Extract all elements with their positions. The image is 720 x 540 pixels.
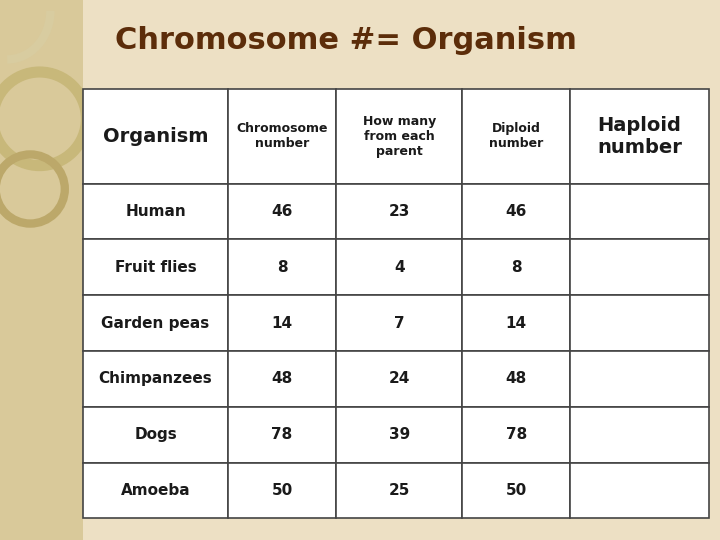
Bar (228, 239, 336, 295)
Bar (462, 184, 570, 239)
Bar (83, 407, 228, 463)
Bar (83, 295, 228, 351)
Bar (228, 295, 336, 351)
Text: How many
from each
parent: How many from each parent (363, 115, 436, 158)
Bar (462, 89, 570, 184)
Text: 25: 25 (389, 483, 410, 498)
Text: 24: 24 (389, 372, 410, 387)
Bar (336, 295, 462, 351)
Bar (336, 239, 462, 295)
Bar (83, 239, 228, 295)
Text: 48: 48 (505, 372, 527, 387)
Bar (462, 239, 570, 295)
Text: 4: 4 (394, 260, 405, 275)
Bar (462, 463, 570, 518)
Text: Garden peas: Garden peas (102, 315, 210, 330)
Bar (336, 89, 462, 184)
Text: Haploid
number: Haploid number (597, 116, 682, 157)
Text: 14: 14 (505, 315, 527, 330)
Text: 46: 46 (505, 204, 527, 219)
Text: 8: 8 (276, 260, 287, 275)
Text: 78: 78 (505, 427, 527, 442)
Text: 50: 50 (505, 483, 527, 498)
Bar (336, 407, 462, 463)
Bar (83, 351, 228, 407)
Bar (570, 184, 709, 239)
Text: 48: 48 (271, 372, 293, 387)
Text: Chromosome
number: Chromosome number (236, 123, 328, 150)
Text: Diploid
number: Diploid number (489, 123, 544, 150)
Bar (228, 407, 336, 463)
Bar (336, 351, 462, 407)
Text: Dogs: Dogs (134, 427, 177, 442)
Text: 8: 8 (511, 260, 521, 275)
Text: Chimpanzees: Chimpanzees (99, 372, 212, 387)
Text: Amoeba: Amoeba (121, 483, 190, 498)
Bar (83, 463, 228, 518)
Bar (462, 351, 570, 407)
Bar (570, 351, 709, 407)
Bar (228, 463, 336, 518)
Bar (570, 89, 709, 184)
Text: Human: Human (125, 204, 186, 219)
Text: Organism: Organism (103, 127, 208, 146)
Bar (83, 184, 228, 239)
Bar (0, 0, 83, 540)
Text: 50: 50 (271, 483, 293, 498)
Bar (570, 295, 709, 351)
Text: 14: 14 (271, 315, 292, 330)
Text: Chromosome #= Organism: Chromosome #= Organism (115, 26, 577, 55)
Bar (570, 239, 709, 295)
Text: 23: 23 (389, 204, 410, 219)
Text: 7: 7 (394, 315, 405, 330)
Text: 78: 78 (271, 427, 293, 442)
Bar (570, 463, 709, 518)
Bar (336, 184, 462, 239)
Text: Fruit flies: Fruit flies (114, 260, 197, 275)
Bar (570, 407, 709, 463)
Bar (83, 89, 228, 184)
Bar (228, 351, 336, 407)
Text: 39: 39 (389, 427, 410, 442)
Bar (336, 463, 462, 518)
Bar (228, 184, 336, 239)
Bar (228, 89, 336, 184)
Text: 46: 46 (271, 204, 293, 219)
Bar (462, 407, 570, 463)
Bar (462, 295, 570, 351)
